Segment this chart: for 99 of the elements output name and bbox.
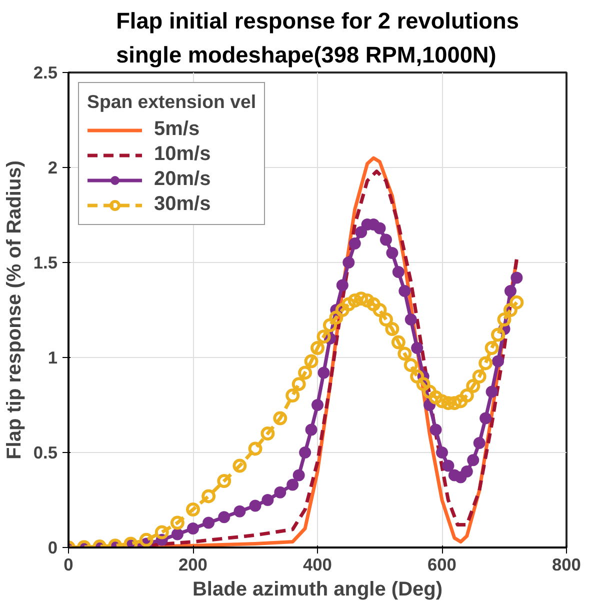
point — [329, 310, 344, 325]
point — [305, 424, 318, 436]
point — [354, 292, 368, 306]
point — [372, 303, 387, 317]
y-tick-label: 0 — [48, 538, 58, 558]
point — [186, 502, 200, 516]
point — [378, 312, 393, 326]
point — [248, 442, 262, 456]
legend-label: 5m/s — [154, 118, 200, 141]
point — [410, 370, 424, 384]
point — [170, 516, 184, 530]
point — [398, 346, 412, 361]
point — [292, 469, 305, 482]
point — [374, 222, 386, 234]
point — [274, 486, 286, 498]
point — [348, 238, 361, 250]
point — [187, 522, 199, 534]
point — [385, 322, 400, 336]
point — [411, 342, 424, 354]
point — [316, 330, 331, 344]
y-tick-label: 1.5 — [33, 252, 58, 272]
y-tick-label: 1 — [48, 348, 58, 368]
point — [380, 234, 392, 246]
point — [422, 384, 437, 399]
point — [322, 318, 337, 332]
point — [491, 328, 506, 342]
point — [348, 294, 362, 308]
point — [312, 399, 324, 411]
point — [336, 279, 348, 292]
point — [416, 377, 430, 392]
point — [510, 272, 523, 284]
point — [218, 511, 230, 524]
point — [342, 256, 355, 268]
point — [473, 437, 486, 449]
point — [234, 505, 246, 518]
point — [398, 285, 411, 297]
point — [202, 489, 216, 504]
point — [310, 341, 324, 355]
point — [292, 377, 306, 392]
legend-label: 10m/s — [154, 143, 211, 166]
x-tick-label: 600 — [428, 554, 456, 574]
point — [460, 466, 473, 478]
point — [298, 366, 312, 380]
point — [391, 335, 406, 350]
point — [404, 358, 418, 372]
x-tick-label: 200 — [178, 554, 208, 574]
point — [342, 297, 356, 312]
point — [441, 396, 456, 410]
x-tick-label: 400 — [303, 554, 332, 574]
point — [273, 411, 288, 426]
y-tick-label: 2.5 — [33, 62, 58, 82]
point — [478, 356, 493, 370]
point — [154, 525, 169, 540]
point — [299, 446, 312, 458]
point — [139, 532, 154, 547]
point — [171, 528, 184, 540]
point — [286, 478, 299, 491]
point — [318, 366, 330, 379]
legend-title: Span extension vel — [87, 91, 256, 113]
point — [503, 303, 518, 317]
x-tick-label: 0 — [64, 554, 74, 574]
point — [510, 295, 524, 310]
point — [404, 314, 417, 326]
x-axis-title: Blade azimuth angle (Deg) — [192, 578, 443, 600]
point — [492, 355, 504, 368]
point — [232, 458, 247, 473]
point — [466, 379, 480, 393]
point — [436, 446, 448, 458]
y-tick-label: 0.5 — [33, 442, 58, 462]
point — [304, 354, 318, 368]
point — [480, 412, 492, 424]
x-tick-label: 800 — [552, 554, 581, 574]
point — [472, 370, 486, 384]
point — [202, 516, 215, 529]
point — [355, 226, 368, 238]
y-tick-label: 2 — [48, 158, 58, 178]
point — [428, 390, 443, 404]
point — [249, 500, 262, 512]
point — [430, 424, 442, 436]
point — [286, 388, 300, 402]
y-axis-title: Flap tip response (% of Radius) — [3, 160, 26, 460]
chart-title: Flap initial response for 2 revolutions single modeshape(398 RPM,1000N) — [116, 8, 519, 68]
legend-label: 30m/s — [154, 193, 211, 216]
point — [260, 426, 275, 440]
point — [335, 303, 350, 317]
point — [392, 266, 404, 278]
point — [454, 394, 468, 408]
point — [366, 297, 381, 312]
point — [467, 454, 480, 466]
point — [460, 388, 474, 402]
legend-label: 20m/s — [154, 168, 211, 191]
point — [217, 474, 232, 488]
point — [497, 312, 512, 326]
point — [262, 494, 274, 506]
point — [442, 460, 454, 472]
point — [504, 285, 516, 297]
point — [386, 247, 398, 259]
point — [484, 341, 499, 355]
point — [486, 386, 498, 398]
